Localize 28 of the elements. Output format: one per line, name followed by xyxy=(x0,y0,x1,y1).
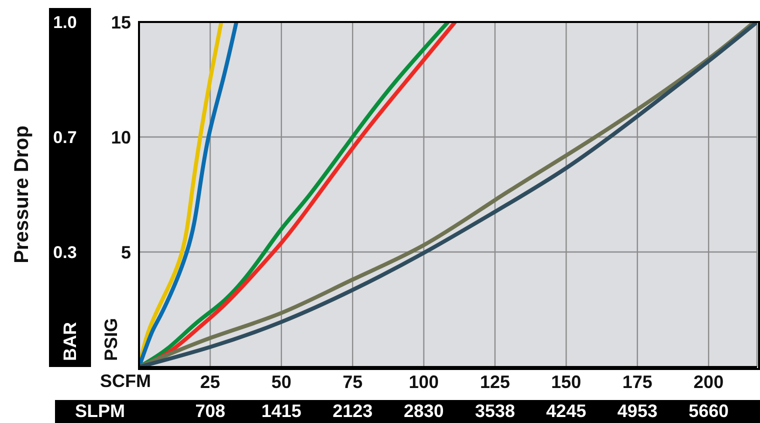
x-tick-label: 125 xyxy=(480,372,510,392)
y2-tick-label: 1.0 xyxy=(53,13,77,32)
x-tick-label: 75 xyxy=(342,372,363,392)
x2-tick-label: 2830 xyxy=(404,401,444,421)
y2-tick-label: 0.3 xyxy=(53,242,77,262)
x2-tick-label: 2123 xyxy=(332,401,373,421)
x-tick-label: 175 xyxy=(622,372,652,392)
x-tick-label: 100 xyxy=(408,372,439,392)
x2-tick-label: 3538 xyxy=(475,401,516,421)
x2-tick-label: 5660 xyxy=(688,401,729,421)
x-axis-title: SCFM xyxy=(100,371,151,391)
x2-tick-label: 708 xyxy=(195,401,226,421)
y-tick-label: 5 xyxy=(120,242,131,262)
y-tick-label: 10 xyxy=(110,127,131,148)
x-tick-label: 25 xyxy=(200,372,220,392)
x-tick-label: 200 xyxy=(694,372,724,392)
x2-tick-label: 4245 xyxy=(546,401,586,421)
text: Pressure Drop xyxy=(11,126,33,264)
y2-axis-title: BAR xyxy=(60,322,80,361)
x2-axis-title: SLPM xyxy=(75,401,126,421)
line-series xyxy=(139,22,238,367)
x2-tick-label: 1415 xyxy=(261,401,302,421)
x-tick-label: 150 xyxy=(551,372,582,392)
x-tick-label: 50 xyxy=(271,372,292,392)
y-axis-title: PSIG xyxy=(101,318,121,361)
x2-tick-label: 4953 xyxy=(617,401,658,421)
y-tick-label: 15 xyxy=(110,12,131,32)
y2-tick-label: 0.7 xyxy=(53,128,77,148)
